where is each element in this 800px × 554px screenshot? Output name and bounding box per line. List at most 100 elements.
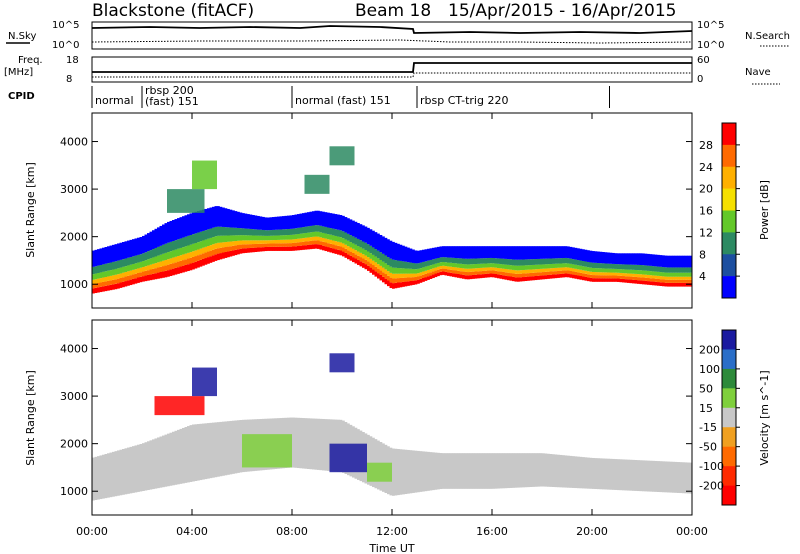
power-cell bbox=[149, 231, 153, 251]
power-cell bbox=[574, 275, 578, 279]
power-cell bbox=[397, 243, 400, 261]
power-cell bbox=[102, 281, 105, 287]
power-cell bbox=[277, 239, 280, 244]
velocity-cell bbox=[167, 433, 170, 487]
power-cell bbox=[512, 259, 515, 266]
power-cell bbox=[282, 216, 285, 230]
power-cell bbox=[229, 227, 233, 236]
power-cell bbox=[617, 269, 620, 273]
power-cell bbox=[652, 271, 655, 276]
power-cell bbox=[164, 259, 168, 266]
power-cell bbox=[234, 241, 238, 246]
power-cell bbox=[359, 261, 363, 267]
power-cell bbox=[352, 236, 355, 244]
power-cell bbox=[464, 275, 468, 280]
power-cell bbox=[214, 248, 218, 255]
velocity-cell bbox=[442, 453, 445, 489]
power-cell bbox=[484, 270, 488, 274]
power-cell bbox=[144, 266, 148, 271]
power-cell bbox=[669, 279, 673, 283]
power-cell bbox=[149, 264, 153, 270]
velocity-cell bbox=[314, 418, 318, 470]
power-cell bbox=[332, 244, 335, 249]
power-cell bbox=[97, 273, 100, 279]
power-cell bbox=[567, 267, 570, 271]
velocity-cell bbox=[392, 448, 395, 496]
power-cell bbox=[127, 240, 130, 258]
power-cell bbox=[409, 277, 413, 281]
power-cell bbox=[657, 271, 660, 276]
velocity-cell bbox=[404, 449, 408, 495]
power-cell bbox=[492, 258, 495, 264]
power-cell bbox=[472, 258, 475, 265]
power-cell bbox=[529, 276, 533, 281]
power-cell bbox=[394, 267, 398, 274]
velocity-cell bbox=[582, 457, 585, 489]
power-cell bbox=[419, 250, 423, 263]
power-cell bbox=[627, 264, 630, 270]
power-cell bbox=[524, 273, 528, 277]
power-cell bbox=[199, 248, 203, 255]
power-cell bbox=[154, 273, 158, 280]
power-cell bbox=[117, 260, 120, 269]
power-cell bbox=[584, 270, 588, 274]
power-cell bbox=[487, 258, 490, 264]
power-cell bbox=[169, 241, 173, 252]
power-cell bbox=[144, 234, 148, 253]
power-cell bbox=[139, 254, 143, 262]
power-cell bbox=[194, 243, 198, 251]
power-cell bbox=[559, 246, 563, 259]
power-cell bbox=[677, 272, 680, 277]
velocity-cell bbox=[92, 457, 95, 501]
power-cell bbox=[194, 211, 198, 234]
colorbar-tick-label: 50 bbox=[699, 382, 713, 395]
power-cell bbox=[557, 274, 560, 278]
power-cell bbox=[162, 260, 165, 267]
velocity-cell bbox=[632, 459, 635, 491]
power-cell bbox=[137, 272, 140, 278]
power-cell bbox=[634, 273, 638, 277]
power-cell bbox=[319, 211, 323, 226]
power-cell bbox=[602, 275, 605, 279]
power-cell bbox=[334, 235, 338, 242]
velocity-cell bbox=[397, 449, 400, 496]
power-cell bbox=[97, 278, 100, 283]
power-cell bbox=[414, 250, 418, 264]
power-cell bbox=[377, 233, 380, 251]
power-cell bbox=[682, 282, 685, 287]
power-cell bbox=[454, 270, 458, 274]
power-cell bbox=[679, 276, 683, 280]
power-cell bbox=[179, 217, 183, 239]
power-cell bbox=[509, 276, 513, 281]
power-cell bbox=[404, 268, 408, 274]
power-cell bbox=[169, 263, 173, 270]
power-cell bbox=[159, 225, 163, 246]
velocity-cell bbox=[189, 425, 193, 482]
power-cell bbox=[497, 274, 500, 279]
power-cell bbox=[249, 235, 253, 241]
colorbar-frame bbox=[721, 329, 737, 506]
power-cell bbox=[232, 250, 235, 256]
power-cell bbox=[594, 268, 598, 273]
power-cell bbox=[344, 217, 348, 233]
colorbar-tick-label: 20 bbox=[699, 183, 713, 196]
power-cell bbox=[449, 266, 453, 270]
power-cell bbox=[334, 229, 338, 236]
velocity-cell bbox=[592, 457, 595, 489]
power-cell bbox=[292, 228, 295, 235]
power-cell bbox=[674, 276, 678, 280]
power-cell bbox=[114, 274, 118, 280]
power-cell bbox=[417, 250, 420, 264]
power-cell bbox=[587, 261, 590, 268]
power-cell bbox=[422, 274, 425, 278]
power-cell bbox=[447, 257, 450, 263]
power-cell bbox=[377, 264, 380, 269]
power-cell bbox=[364, 255, 368, 260]
power-cell bbox=[214, 236, 218, 244]
power-cell bbox=[224, 247, 228, 252]
power-cell bbox=[182, 237, 185, 248]
y-tick-label: 1000 bbox=[60, 278, 88, 291]
power-cell bbox=[189, 252, 193, 258]
velocity-cell bbox=[587, 457, 590, 489]
velocity-cell bbox=[624, 459, 628, 491]
